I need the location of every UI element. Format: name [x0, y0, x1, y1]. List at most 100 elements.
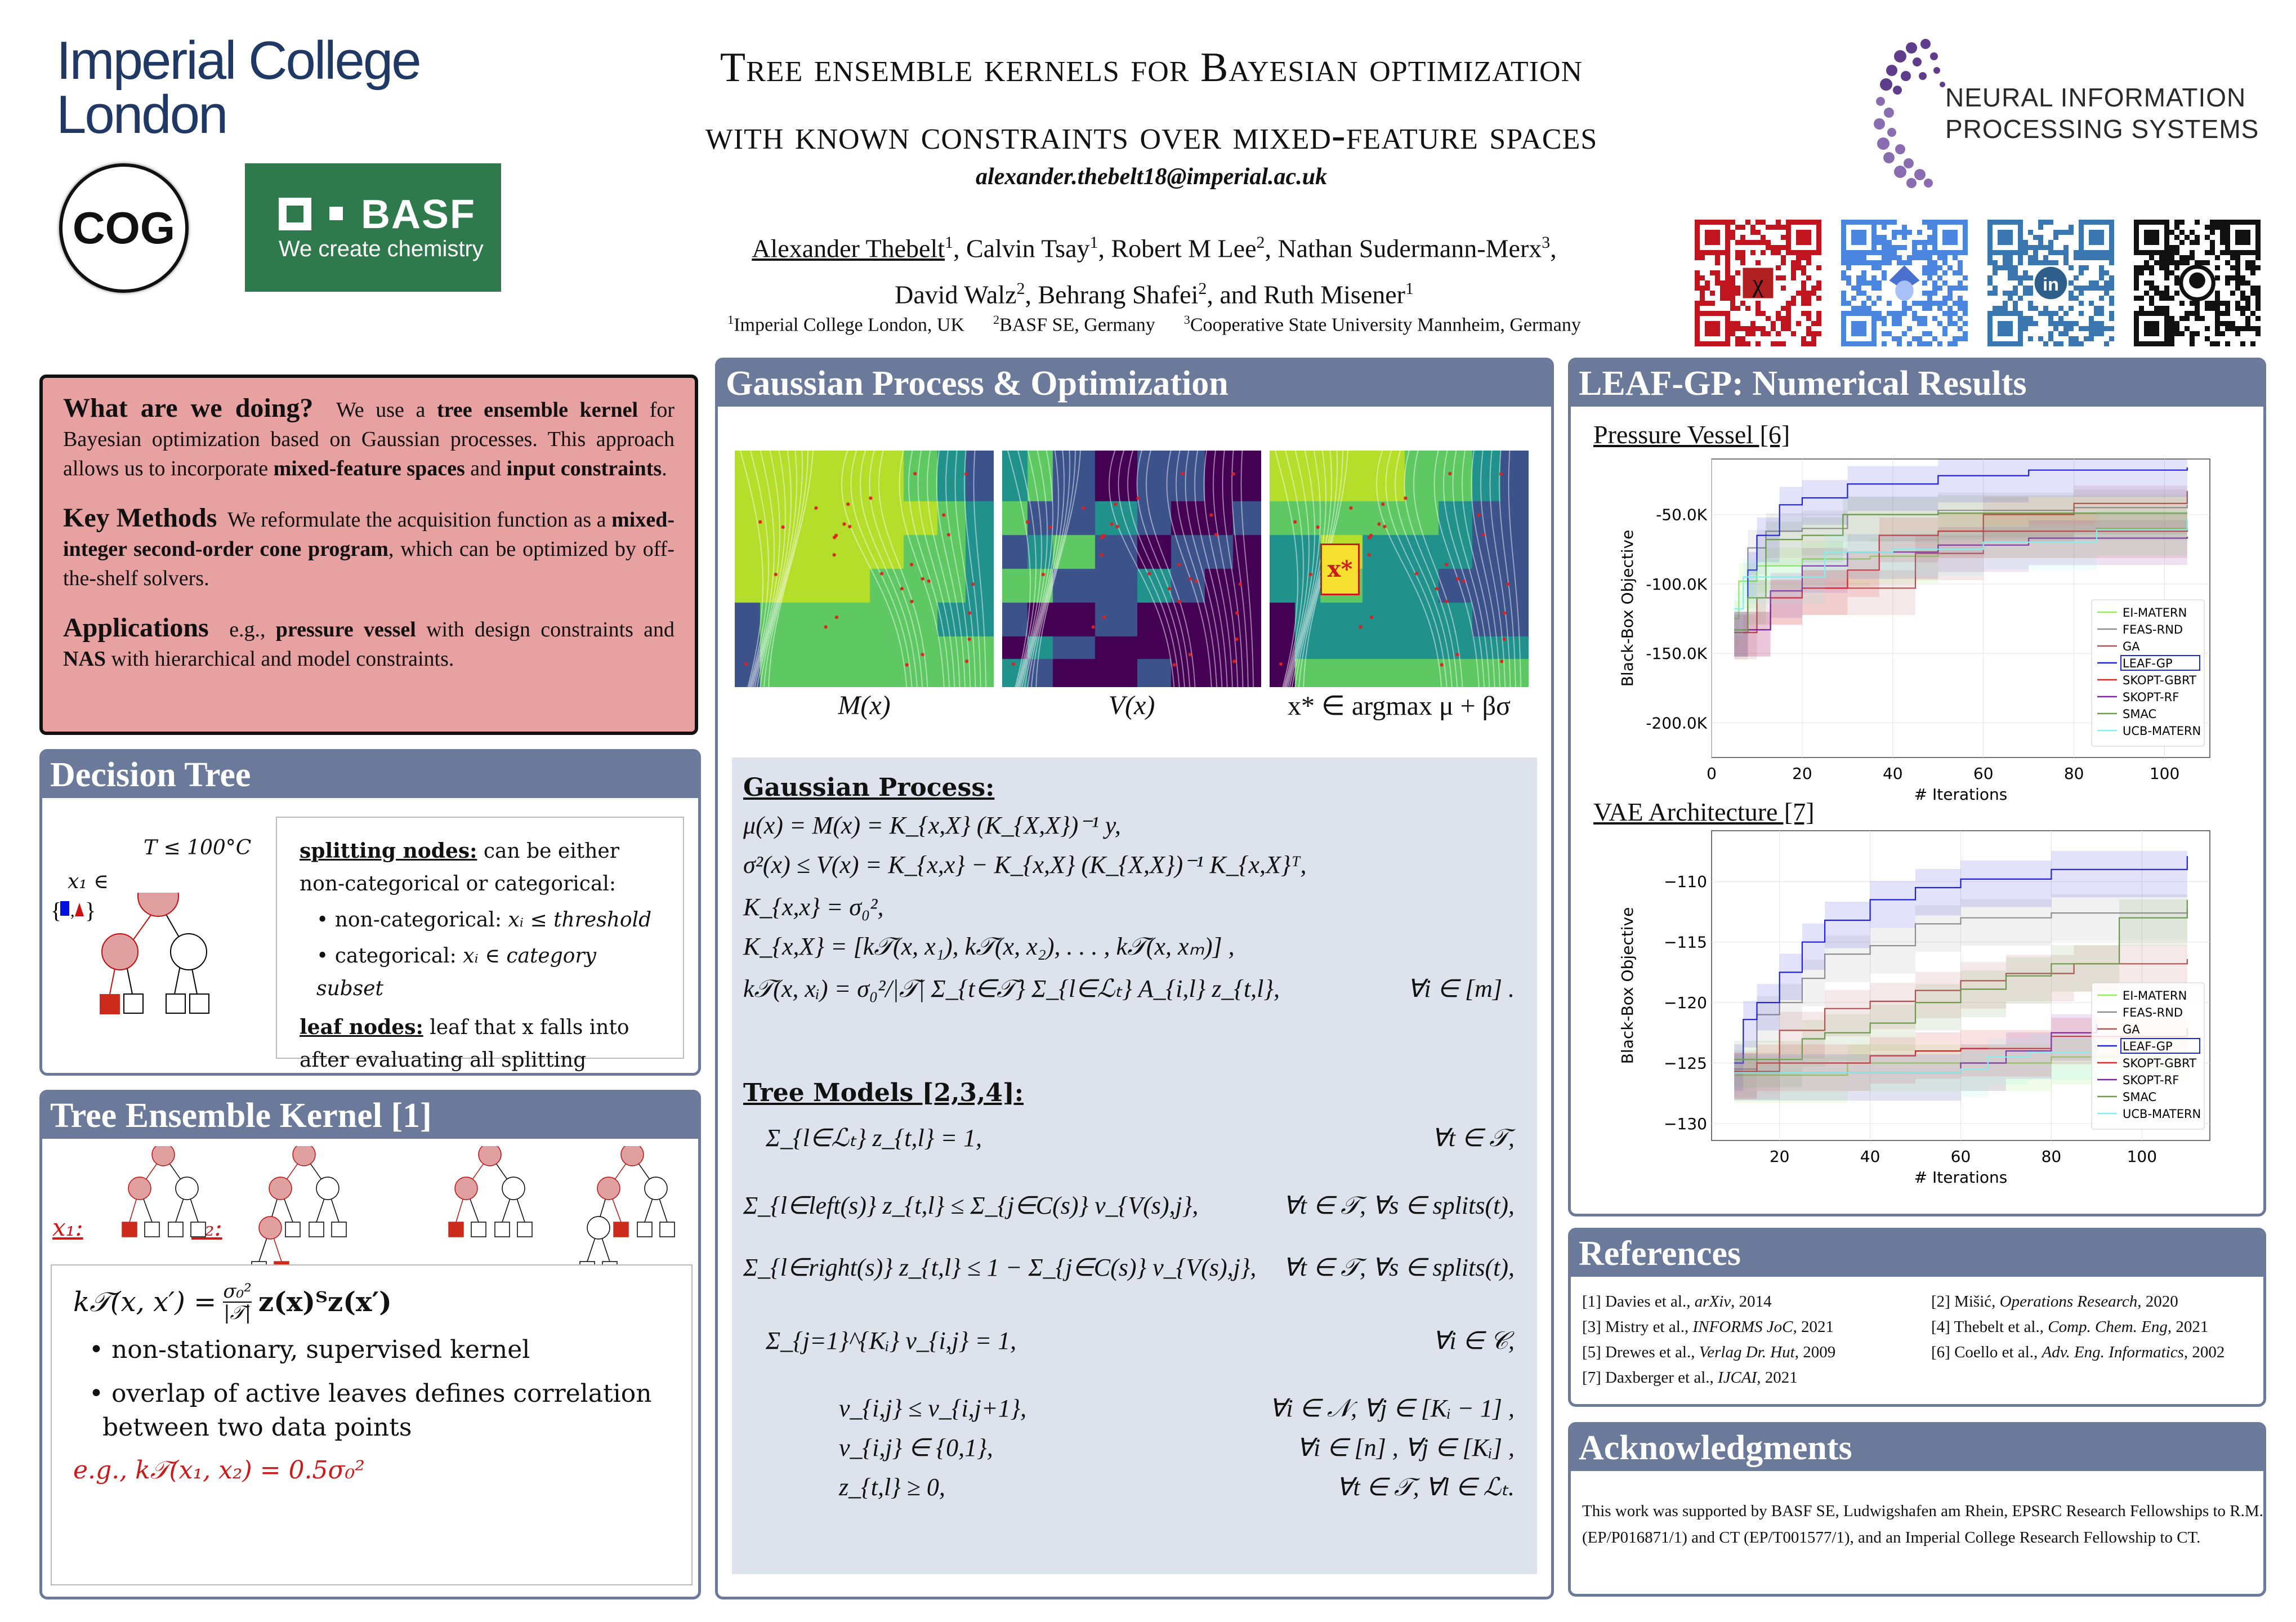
bullet-math: xᵢ ∈ category subset [316, 944, 596, 1000]
x-tick-label: 40 [1883, 764, 1903, 783]
references-heading: References [1571, 1231, 2263, 1277]
svg-text:{: { [51, 898, 61, 923]
leaf-nodes-heading: leaf nodes: [300, 1015, 423, 1039]
reference-item: [7] Daxberger et al., IJCAI, 2021 [1582, 1369, 1798, 1387]
openreview-qr-code[interactable] [1841, 220, 1968, 346]
acknowledgments-heading: Acknowledgments [1571, 1425, 2263, 1471]
leaf-node [123, 993, 144, 1014]
arxiv-qr-code[interactable]: χ [1695, 220, 1821, 346]
github-icon [2179, 265, 2215, 301]
kernel-bullet-text: overlap of active leaves defines correla… [102, 1379, 652, 1442]
series-band-leaf-gp [1734, 459, 2187, 657]
vae-chart: 20 40 60 80 100 −130 −125 −120 −115 −110 # Iterati… [1618, 830, 2210, 1187]
category-triangle-icon [75, 903, 84, 916]
author-aff: 2 [1256, 233, 1265, 252]
series-band-feas-rnd [1734, 889, 2187, 1097]
neurips-logo: NEURAL INFORMATION PROCESSING SYSTEMS [1869, 23, 2286, 191]
author-aff: 3 [1542, 233, 1551, 252]
kernel-example: e.g., k𝒯(x₁, x₂) = 0.5σ₀² [73, 1456, 365, 1485]
reference-item: [4] Thebelt et al., Comp. Chem. Eng, 202… [1931, 1318, 2208, 1336]
reference-venue: Comp. Chem. Eng [2048, 1318, 2168, 1336]
summary-text: We reformulate the acquisition function … [227, 508, 606, 532]
leaf-nodes-text: leaf that x falls into after evaluating … [300, 1016, 629, 1072]
legend-label: SMAC [2123, 707, 2156, 721]
tree-model-constraint: Σ_{l∈left(s)} z_{t,l} ≤ Σ_{j∈C(s)} ν_{V(… [743, 1192, 1199, 1219]
linkedin-icon: in [2034, 266, 2067, 300]
series-line-smac [1734, 899, 2188, 1060]
gp-eq-variance: σ²(x) ≤ V(x) = K_{x,x} − K_{x,X} (K_{X,X… [743, 851, 1307, 879]
tree-leaf [659, 1222, 675, 1237]
imperial-logo: Imperial College London [56, 34, 422, 142]
tree-node-active [478, 1146, 502, 1166]
splitting-nodes-heading: splitting nodes: [300, 839, 477, 863]
bullet-item: • categorical: xᵢ ∈ category subset [316, 944, 596, 1000]
basf-tagline: We create chemistry [279, 237, 484, 261]
series-band-smac [1734, 495, 2187, 657]
neurips-line1: NEURAL INFORMATION [1945, 83, 2246, 112]
bullet-math: xᵢ ≤ threshold [508, 908, 652, 932]
optimum-marker: x* [1320, 543, 1360, 595]
mean-heatmap [735, 451, 994, 687]
gp-subheading: Gaussian Process: [743, 773, 995, 802]
tree-model-constraint: ν_{i,j} ≤ ν_{i,j+1}, [839, 1394, 1027, 1422]
summary-emph: pressure vessel [275, 618, 416, 641]
tree-model-condition: ∀t ∈ 𝒯, [1431, 1124, 1515, 1152]
y-tick-label: −130 [1664, 1115, 1707, 1133]
reference-year: , 2002 [2183, 1343, 2225, 1361]
linkedin-qr-code[interactable]: in [1987, 220, 2114, 346]
author-connector: and [1220, 280, 1257, 309]
tree-leaf-active [613, 1222, 629, 1237]
tree-model-condition: ∀t ∈ 𝒯, ∀l ∈ ℒₜ. [1336, 1473, 1515, 1501]
summary-text: . [662, 457, 667, 480]
svg-text:in: in [2043, 274, 2059, 295]
root-node [137, 893, 179, 917]
y-tick-label: -100.0K [1646, 575, 1707, 594]
legend-label: SKOPT-RF [2123, 690, 2179, 704]
cog-logo-text: COG [72, 203, 176, 253]
summary-emph: tree ensemble kernel [437, 398, 638, 422]
author-name: Robert M Lee [1111, 234, 1257, 263]
neurips-dots-icon [1874, 39, 1945, 188]
tree-model-condition: ∀i ∈ [n] , ∀j ∈ [Kᵢ] , [1296, 1434, 1515, 1461]
series-band-skopt-rf [1734, 1005, 2097, 1101]
y-tick-label: -150.0K [1646, 644, 1707, 663]
basf-logo-text: BASF [361, 192, 476, 237]
pressure-vessel-chart: 0 20 40 60 80 100 -200.0K -150.0K -100.0K -50.0K #… [1618, 458, 2210, 804]
bullet-item: • overlap of active leaves defines corre… [89, 1379, 652, 1442]
github-qr-code[interactable] [2134, 220, 2261, 346]
bullet-label: categorical: [334, 944, 457, 968]
tree-leaf [144, 1222, 160, 1237]
poster-title-line2: with known constraints over mixed-featur… [705, 112, 1598, 158]
tree-model-constraint: z_{t,l} ≥ 0, [839, 1473, 945, 1501]
affiliation-name: BASF SE, Germany [999, 314, 1155, 336]
bullet-item: • non-stationary, supervised kernel [89, 1335, 530, 1364]
legend-label: SKOPT-RF [2123, 1073, 2179, 1087]
splitting-nodes-text: can be either non-categorical or categor… [300, 840, 619, 895]
category-square-icon [60, 901, 69, 916]
summary-key-methods: Key Methods We reformulate the acquisiti… [63, 503, 674, 593]
author-aff: 2 [1198, 279, 1207, 298]
summary-what: What are we doing? We use a tree ensembl… [63, 394, 674, 483]
mean-label: M(x) [838, 690, 891, 720]
basf-logo-mark: BASF [279, 191, 476, 238]
tree-model-constraint: Σ_{l∈ℒₜ} z_{t,l} = 1, [766, 1124, 982, 1152]
affiliation-num: 3 [1183, 313, 1190, 327]
contact-email[interactable]: alexander.thebelt18@imperial.ac.uk [975, 164, 1328, 190]
author-name: Nathan Sudermann-Merx [1277, 234, 1542, 263]
poster-title-line1: Tree ensemble kernels for Bayesian optim… [720, 44, 1583, 91]
variance-heatmap [1002, 451, 1261, 687]
x-axis-label: # Iterations [1914, 1168, 2008, 1187]
tree-node [587, 1216, 610, 1240]
reference-authors: [5] Drewes et al., [1582, 1343, 1699, 1361]
summary-key-heading: Key Methods [63, 503, 217, 533]
bullet-label: non-categorical: [334, 908, 502, 932]
kernel-heading: Tree Ensemble Kernel [1] [42, 1093, 698, 1139]
series-line-feas-rnd [1734, 908, 2188, 1070]
series-band-feas-rnd [1734, 487, 2187, 660]
decision-tree-diagram: { , } [51, 893, 209, 1014]
summary-text: e.g., [229, 618, 266, 641]
reference-item: [1] Davies et al., arXiv, 2014 [1582, 1293, 1772, 1311]
legend-label: LEAF-GP [2123, 657, 2173, 670]
author-aff: 1 [945, 233, 953, 252]
reference-authors: [6] Coello et al., [1931, 1343, 2042, 1361]
